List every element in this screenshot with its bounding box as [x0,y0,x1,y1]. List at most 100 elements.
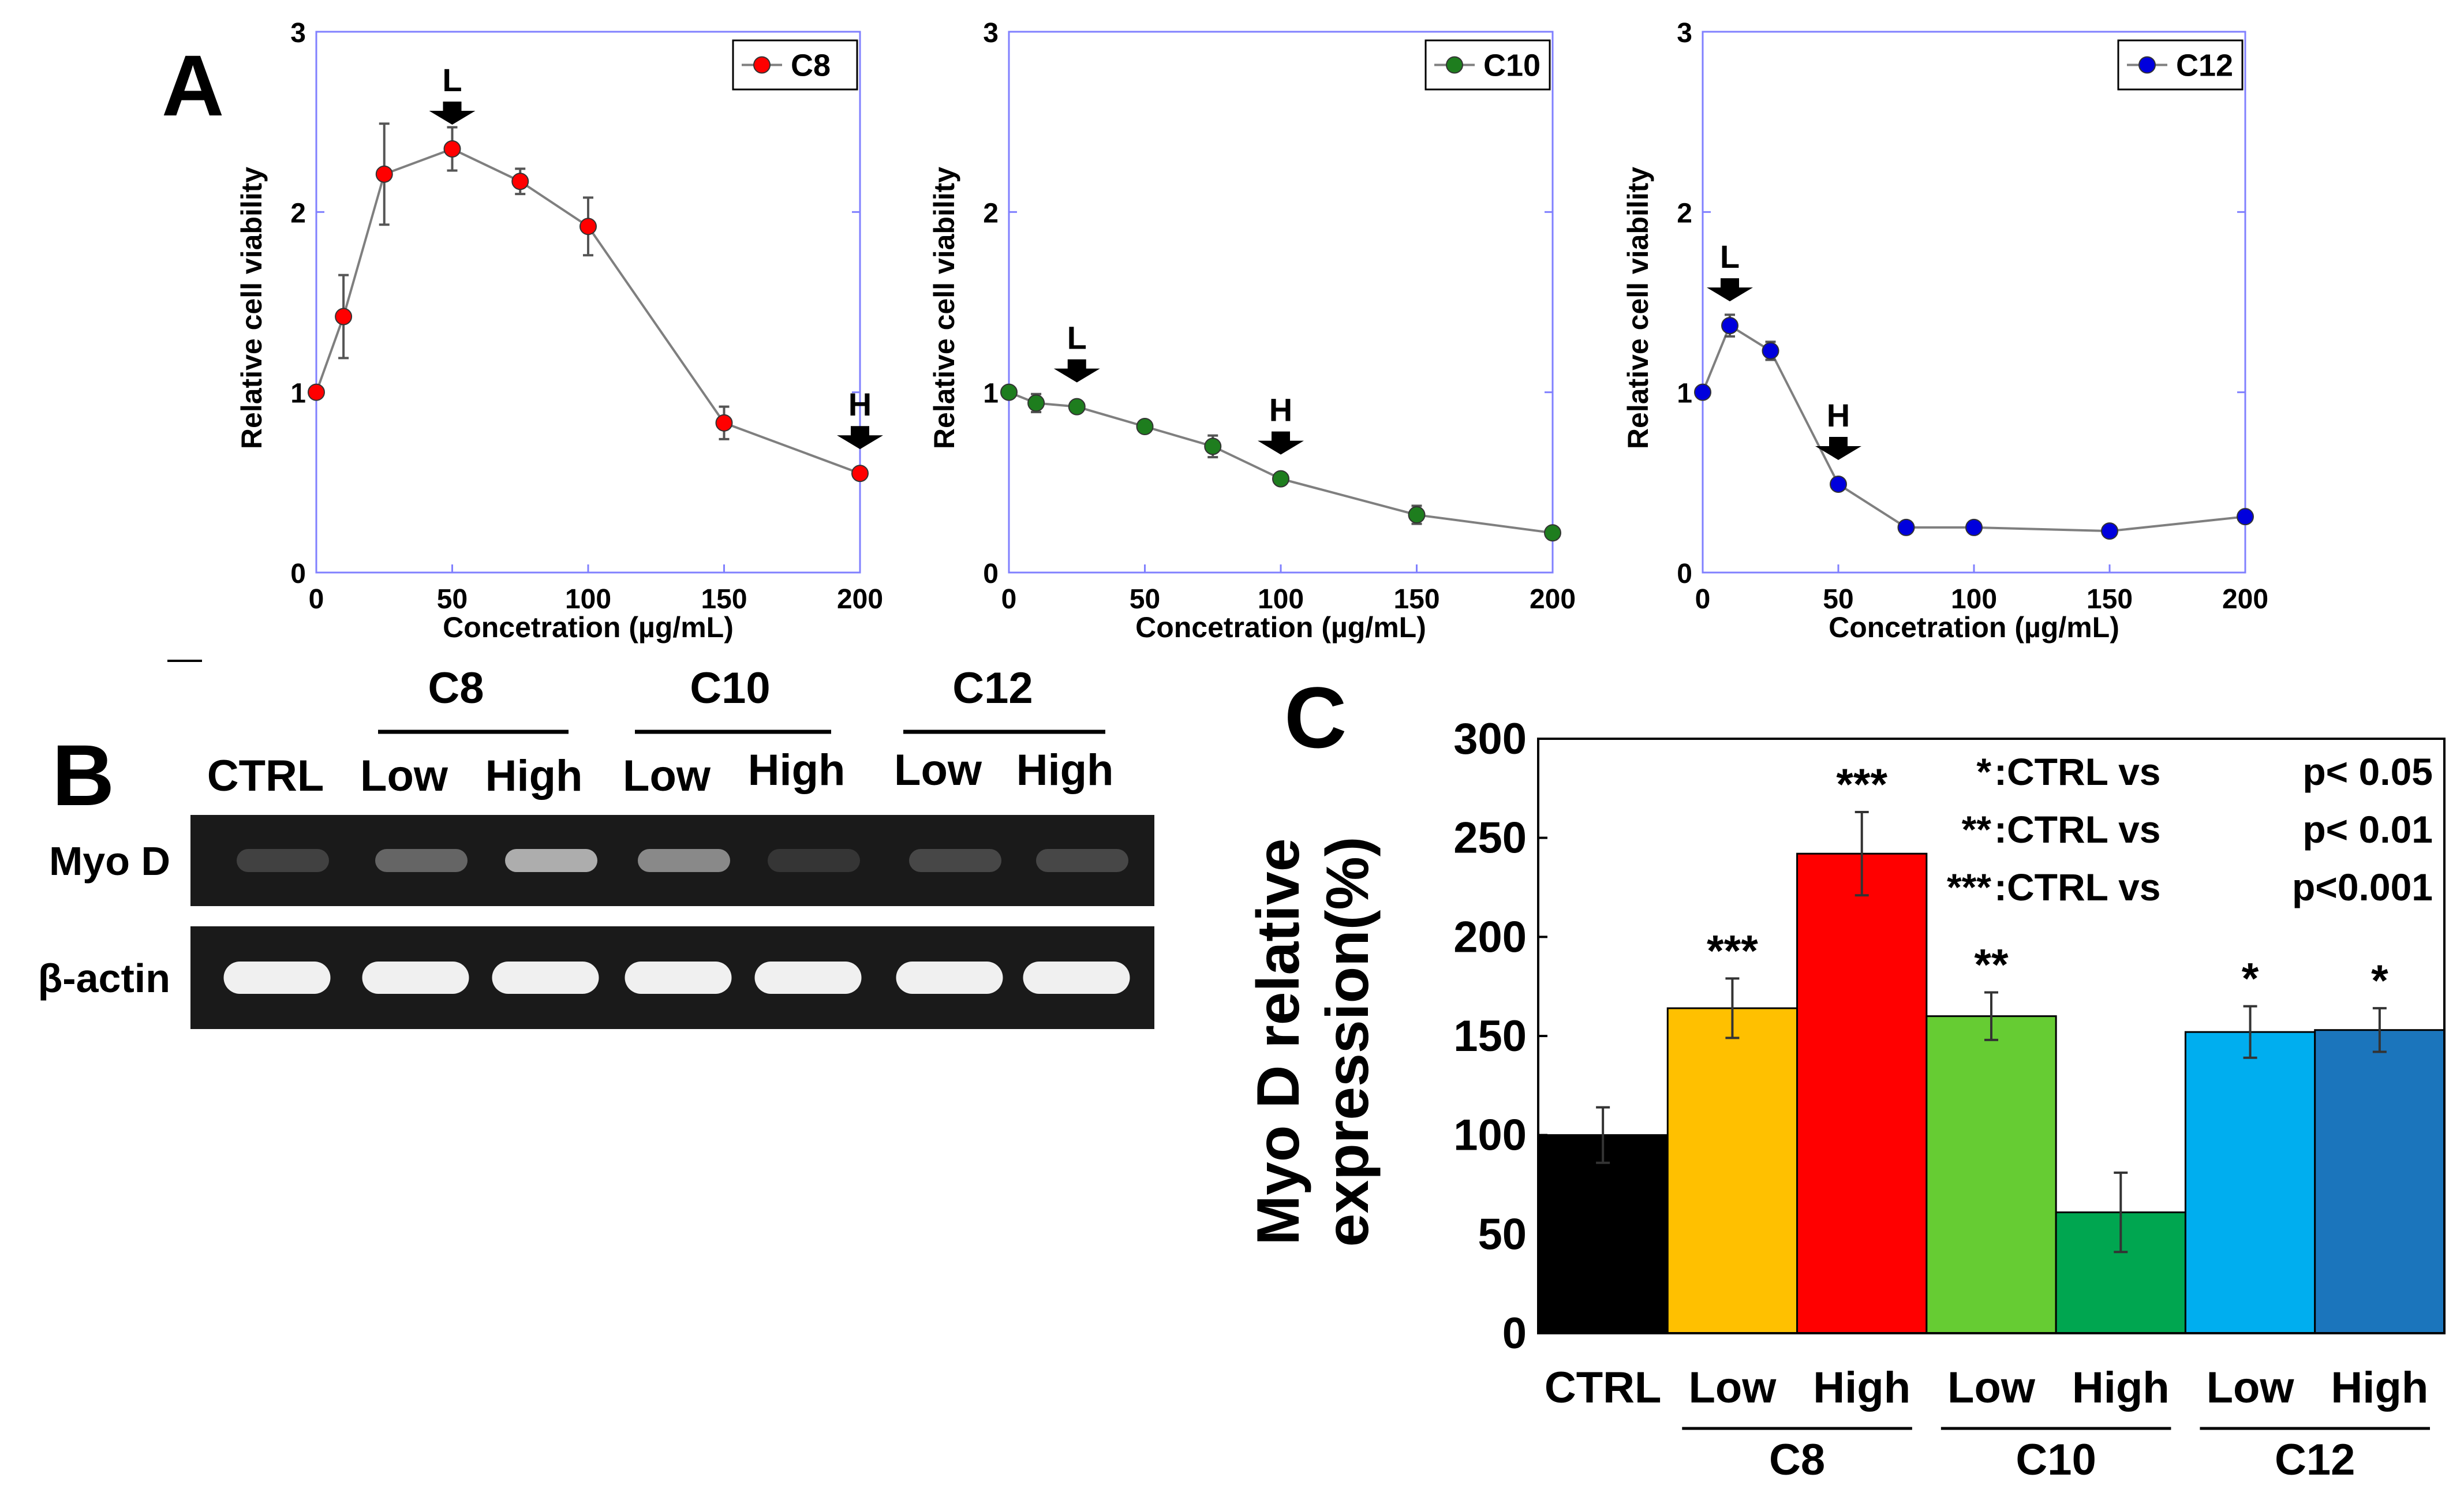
bar [1796,852,1928,1334]
data-point [715,414,733,432]
legend-label: C12 [2176,48,2233,83]
significance-stars: * [2371,956,2388,1005]
annotation-arrow [1707,278,1753,302]
panel-label-a: A [162,37,224,134]
data-point [1068,398,1086,416]
gel-band [1036,849,1128,872]
data-point [1897,518,1915,536]
lane-label: High [748,746,846,795]
y-tick-label: 0 [290,559,306,589]
note-stars: ** [1962,808,1992,851]
category-label: High [2072,1363,2170,1412]
lane-label: Low [894,746,982,795]
gel-band [492,962,599,994]
y-tick-label: 3 [290,18,306,48]
data-point [579,218,597,235]
data-point [511,173,529,190]
x-axis-label: Concetration (µg/mL) [1829,611,2119,644]
data-point [1544,524,1561,542]
y-tick-label: 0 [1502,1309,1527,1358]
y-tick-label: 150 [1453,1012,1527,1061]
annotation-label: L [1720,238,1740,275]
lane-label: CTRL [207,751,324,801]
data-point [375,165,393,183]
y-axis-label-line1: Myo D relative [1245,838,1312,1245]
y-tick-label: 50 [1478,1210,1527,1259]
x-tick-label: 100 [1258,584,1304,615]
x-tick-label: 100 [1951,584,1997,615]
gel-band [896,962,1003,994]
x-axis-label: Concetration (µg/mL) [443,611,734,644]
panel-label-b: B [52,727,114,824]
y-axis-label: Relative cell viability [1622,167,1654,449]
annotation-arrow [1258,431,1304,455]
data-point [1408,506,1426,524]
note-p: p<0.001 [2292,866,2433,908]
significance-stars: * [2242,955,2259,1004]
y-tick-label: 250 [1453,814,1527,863]
gel-band [1023,962,1130,994]
data-point [335,308,353,326]
y-tick-label: 1 [1677,379,1692,409]
y-axis-label: Relative cell viability [928,167,960,449]
y-tick-label: 1 [983,379,999,409]
x-tick-label: 50 [437,584,468,615]
y-tick-label: 2 [1677,198,1692,229]
data-point [1136,418,1154,436]
annotation-arrow [837,426,883,450]
significance-stars: *** [1707,926,1758,975]
bar [2314,1029,2446,1334]
bar [1666,1007,1799,1334]
y-tick-label: 3 [1677,18,1692,48]
x-tick-label: 50 [1130,584,1160,615]
x-tick-label: 50 [1823,584,1853,615]
y-axis-label: Myo D relativeexpression(%) [1245,837,1381,1247]
gel-band [625,962,732,994]
annotation-label: H [1269,392,1292,428]
data-point [1694,383,1711,401]
gel-band [362,962,469,994]
x-tick-label: 100 [565,584,611,615]
category-label: Low [1947,1363,2036,1412]
data-point [2237,508,2254,526]
gel-band [754,962,862,994]
legend-label: C8 [791,48,831,83]
x-tick-label: 150 [2087,584,2133,615]
gel-band [505,849,597,872]
legend-marker [2138,56,2156,74]
y-tick-label: 300 [1453,715,1527,764]
line-chart-c8: 0 1 2 3 0 50 100 150 200 Concetration (µg/mL) Rela… [235,18,883,644]
bar [1925,1015,2057,1334]
line-chart-c10: 0 1 2 3 0 50 100 150 200 Concetration (µg/mL) Rela… [928,18,1576,644]
y-tick-label: 2 [290,198,306,229]
note-text: :CTRL vs [1994,808,2161,851]
y-tick-label: 0 [983,559,999,589]
x-tick-label: 150 [701,584,747,615]
lane-label: Low [360,751,448,801]
note-p: p< 0.05 [2302,750,2433,793]
gel-panel: C8 C10 C12 CTRL Low High Low High Low High Myo D β-… [38,660,1154,1029]
gel-band [638,849,730,872]
y-tick-label: 1 [290,379,306,409]
x-tick-label: 150 [1393,584,1439,615]
data-point [1721,317,1738,335]
x-tick-label: 0 [309,584,324,615]
group-label: C12 [2275,1435,2355,1484]
group-label: C8 [1769,1435,1825,1484]
lane-label: High [485,751,583,801]
significance-stars: ** [1974,940,2009,989]
gel-row-label: Myo D [49,839,170,884]
treatment-label: C12 [952,664,1033,713]
note-text: :CTRL vs [1994,750,2161,793]
y-tick-label: 0 [1677,559,1692,589]
x-tick-label: 200 [2222,584,2268,615]
x-tick-label: 0 [1695,584,1711,615]
treatment-label: C8 [428,664,484,713]
data-point [1000,383,1018,401]
data-point [443,140,461,158]
category-label: Low [2207,1363,2295,1412]
annotation-arrow [429,102,476,125]
data-point [1762,342,1779,360]
